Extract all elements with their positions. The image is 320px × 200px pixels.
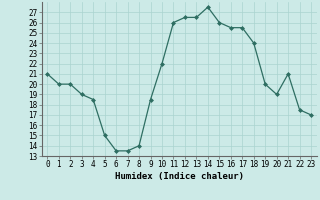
X-axis label: Humidex (Indice chaleur): Humidex (Indice chaleur)	[115, 172, 244, 181]
